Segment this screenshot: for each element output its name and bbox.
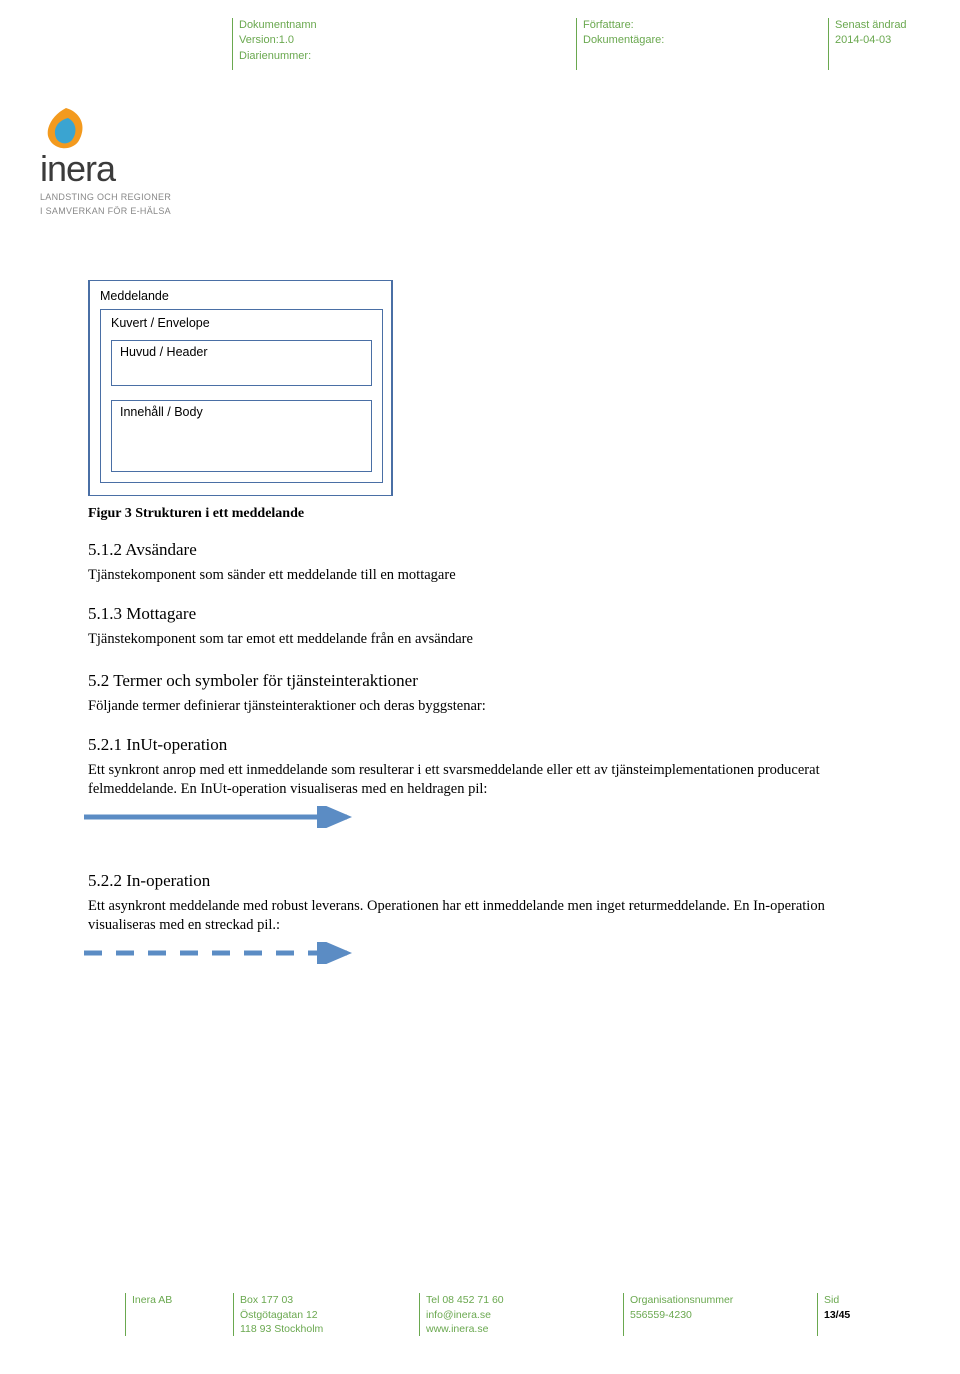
heading-5-1-2: 5.1.2 Avsändare xyxy=(88,540,890,560)
diagram-meddelande: Meddelande Kuvert / Envelope Huvud / Hea… xyxy=(88,280,393,496)
header-version: Version:1.0 xyxy=(239,33,576,48)
footer-company: Inera AB xyxy=(132,1293,233,1307)
diagram-huvud: Huvud / Header xyxy=(111,340,372,386)
doc-header-meta: Dokumentnamn Version:1.0 Diarienummer: F… xyxy=(0,0,960,70)
footer-page-num: 13/45 xyxy=(824,1308,877,1322)
footer-contact-col: Tel 08 452 71 60 info@inera.se www.inera… xyxy=(419,1293,623,1336)
footer-org-col: Organisationsnummer 556559-4230 xyxy=(623,1293,817,1336)
footer-addr3: 118 93 Stockholm xyxy=(240,1322,419,1336)
body-5-2: Följande termer definierar tjänsteintera… xyxy=(88,697,890,717)
diagram-label-innehall: Innehåll / Body xyxy=(120,405,203,419)
body-5-1-2: Tjänstekomponent som sänder ett meddelan… xyxy=(88,566,890,586)
header-col-author: Författare: Dokumentägare: xyxy=(576,18,828,70)
header-senast-andrad-label: Senast ändrad xyxy=(835,18,928,33)
footer-email: info@inera.se xyxy=(426,1308,623,1322)
heading-5-2: 5.2 Termer och symboler för tjänsteinter… xyxy=(88,671,890,691)
footer-page-label: Sid xyxy=(824,1293,877,1307)
heading-5-2-2: 5.2.2 In-operation xyxy=(88,871,890,891)
footer-company-col: Inera AB xyxy=(125,1293,233,1336)
header-dokagare: Dokumentägare: xyxy=(583,33,828,48)
logo-tagline-1: LANDSTING OCH REGIONER xyxy=(40,192,171,204)
header-forfattare: Författare: xyxy=(583,18,828,33)
header-senast-andrad-date: 2014-04-03 xyxy=(835,33,928,48)
footer-org-label: Organisationsnummer xyxy=(630,1293,817,1307)
body-5-2-2: Ett asynkront meddelande med robust leve… xyxy=(88,897,890,936)
footer-org-num: 556559-4230 xyxy=(630,1308,817,1322)
figure-caption: Figur 3 Strukturen i ett meddelande xyxy=(88,506,890,522)
diagram-kuvert: Kuvert / Envelope Huvud / Header Innehål… xyxy=(100,309,383,483)
diagram-label-meddelande: Meddelande xyxy=(90,285,391,309)
logo: inera LANDSTING OCH REGIONER I SAMVERKAN… xyxy=(40,104,171,217)
doc-footer: Inera AB Box 177 03 Östgötagatan 12 118 … xyxy=(125,1293,877,1336)
logo-wordmark: inera xyxy=(40,148,171,190)
arrow-dashed-icon xyxy=(82,942,890,969)
logo-flame-icon xyxy=(40,104,92,152)
footer-address-col: Box 177 03 Östgötagatan 12 118 93 Stockh… xyxy=(233,1293,419,1336)
footer-tel: Tel 08 452 71 60 xyxy=(426,1293,623,1307)
header-col-document: Dokumentnamn Version:1.0 Diarienummer: xyxy=(232,18,576,70)
diagram-innehall: Innehåll / Body xyxy=(111,400,372,472)
footer-web: www.inera.se xyxy=(426,1322,623,1336)
heading-5-2-1: 5.2.1 InUt-operation xyxy=(88,735,890,755)
footer-addr2: Östgötagatan 12 xyxy=(240,1308,419,1322)
footer-addr1: Box 177 03 xyxy=(240,1293,419,1307)
header-col-changed: Senast ändrad 2014-04-03 xyxy=(828,18,928,70)
body-5-2-1: Ett synkront anrop med ett inmeddelande … xyxy=(88,761,890,800)
header-dokumentnamn: Dokumentnamn xyxy=(239,18,576,33)
diagram-label-kuvert: Kuvert / Envelope xyxy=(101,312,382,336)
arrow-solid-icon xyxy=(82,806,890,833)
header-diarienummer: Diarienummer: xyxy=(239,49,576,64)
content-area: Meddelande Kuvert / Envelope Huvud / Hea… xyxy=(88,280,890,969)
logo-tagline-2: I SAMVERKAN FÖR E-HÄLSA xyxy=(40,206,171,218)
footer-page-col: Sid 13/45 xyxy=(817,1293,877,1336)
heading-5-1-3: 5.1.3 Mottagare xyxy=(88,604,890,624)
body-5-1-3: Tjänstekomponent som tar emot ett meddel… xyxy=(88,630,890,650)
diagram-label-huvud: Huvud / Header xyxy=(120,345,208,359)
